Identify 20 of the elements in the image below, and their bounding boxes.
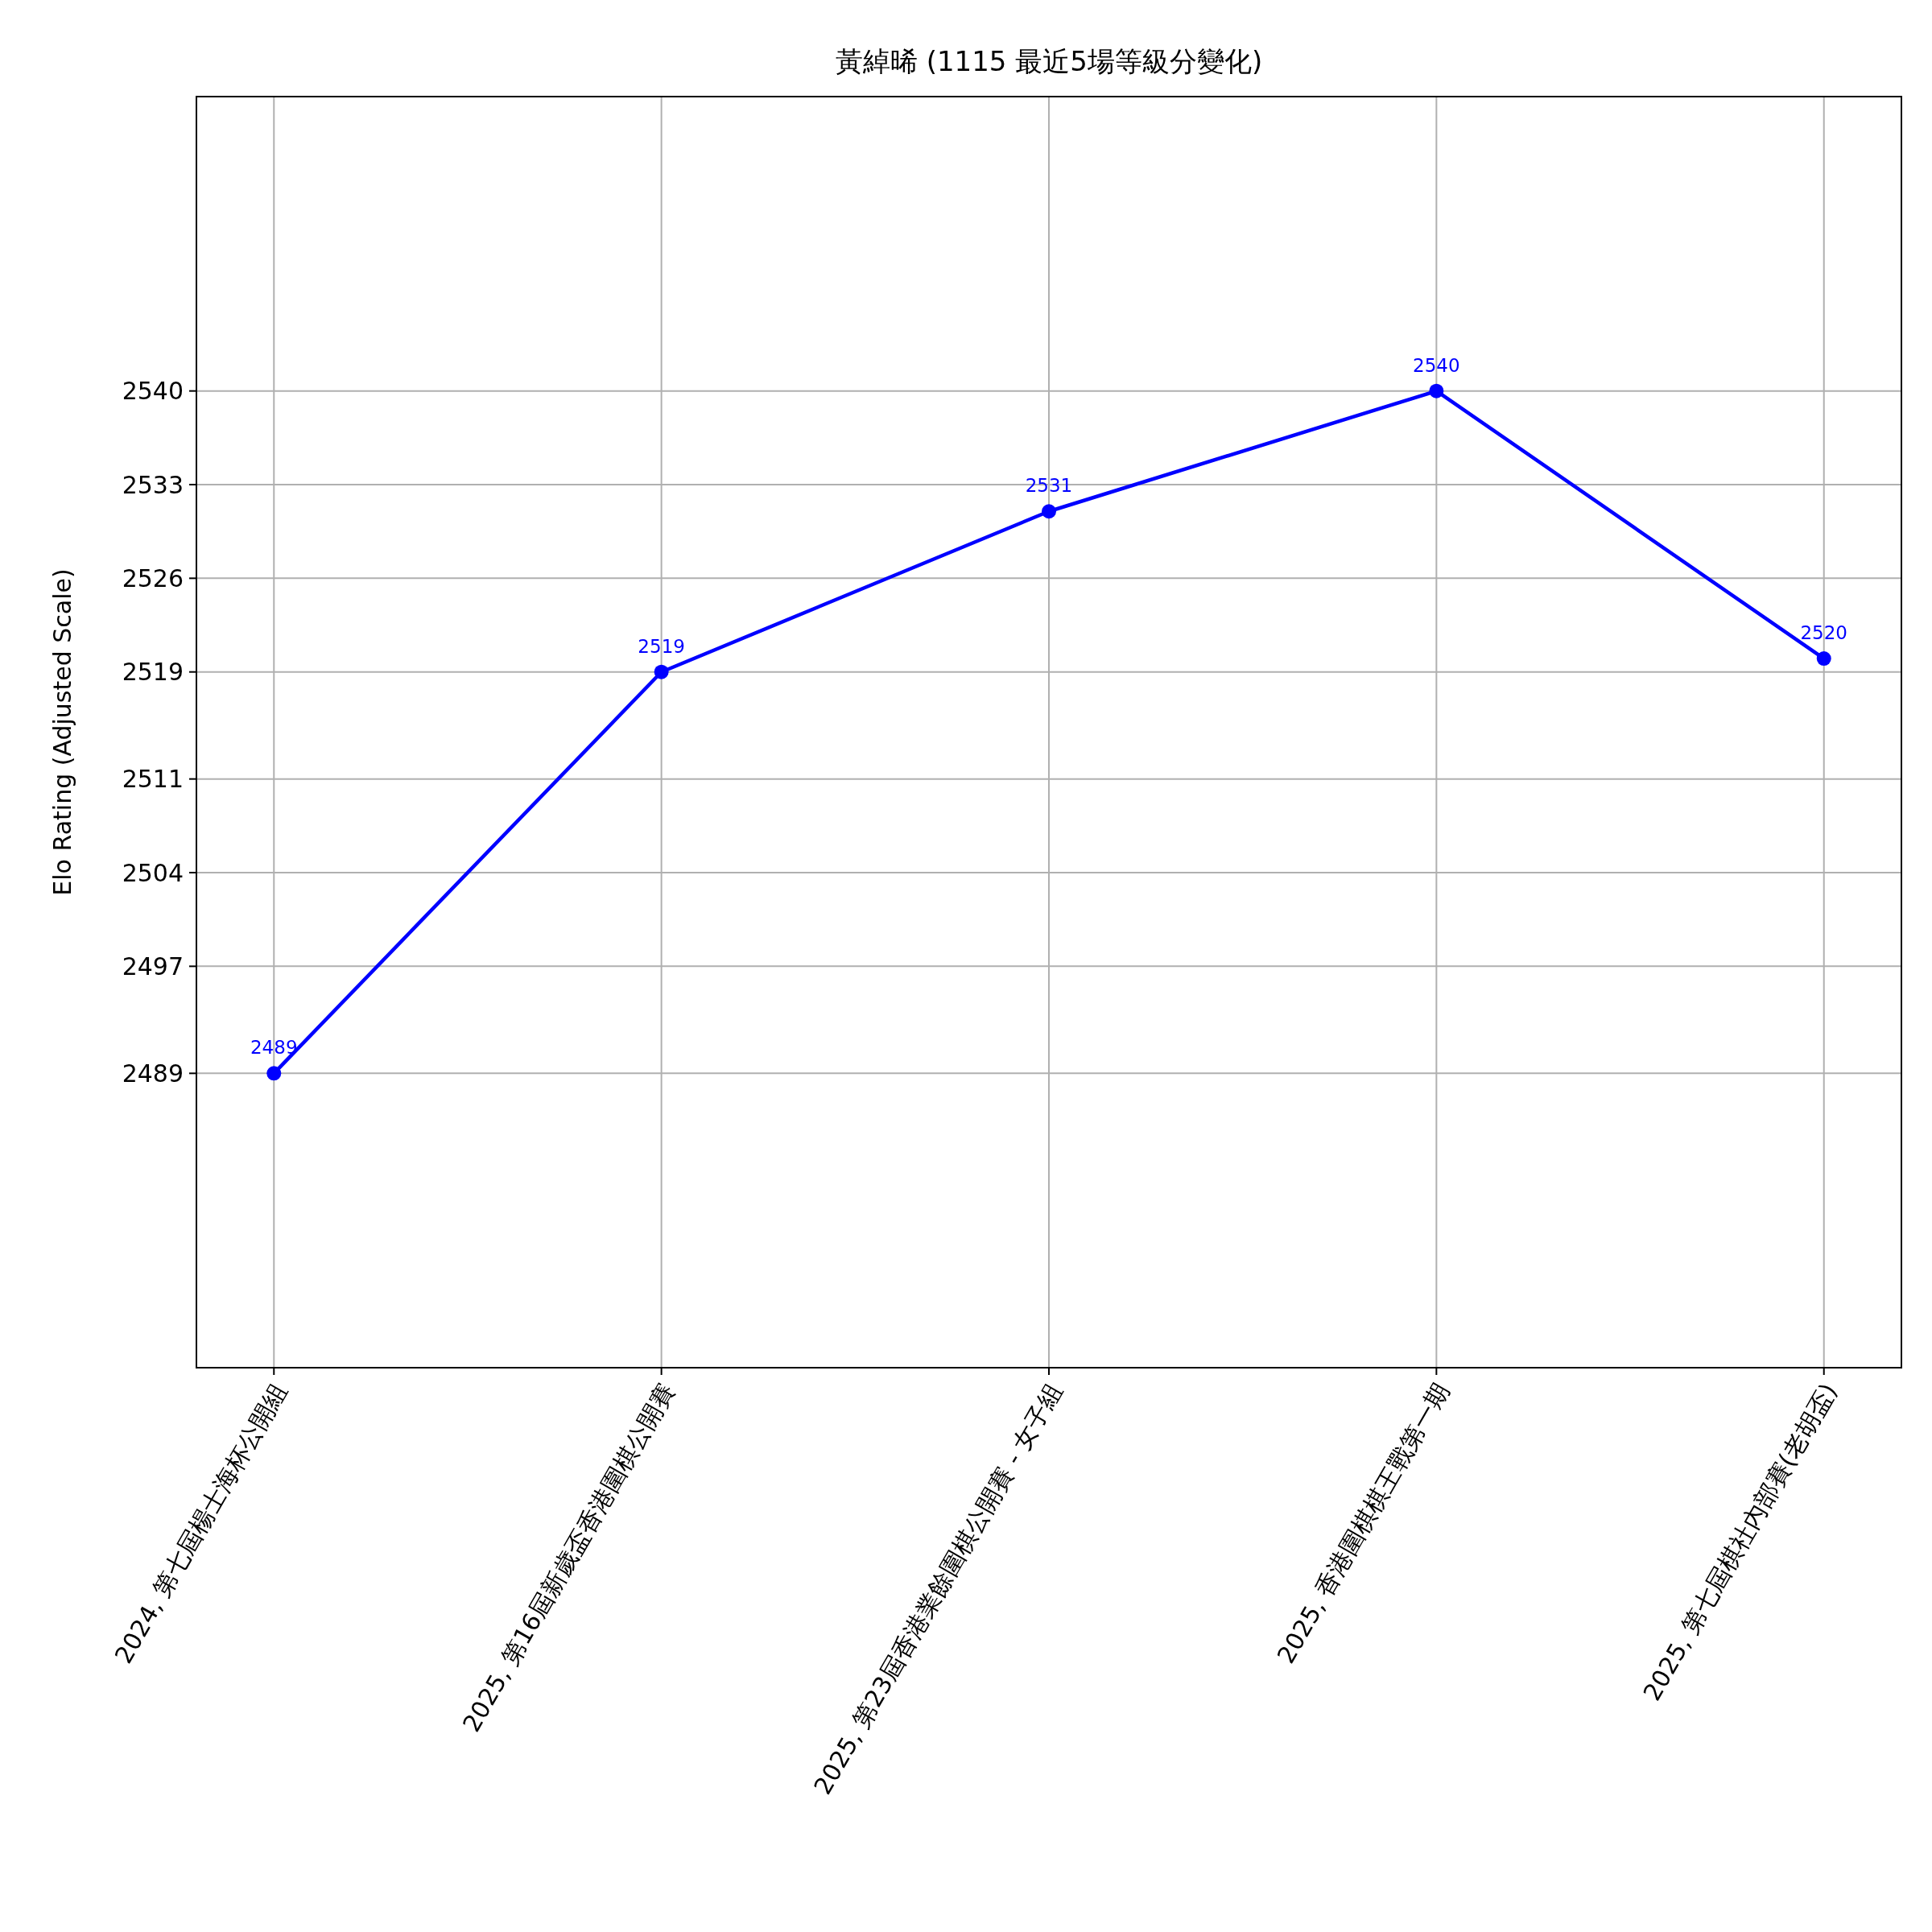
y-tick-label: 2497: [122, 952, 184, 980]
point: [1816, 651, 1831, 667]
y-tick-label: 2519: [122, 658, 184, 687]
data-label: 2540: [1413, 354, 1460, 376]
data-label: 2489: [250, 1037, 298, 1059]
data-label: 2531: [1025, 475, 1073, 497]
y-tick-label: 2540: [122, 377, 184, 406]
chart-title: 黃綽晞 (1115 最近5場等級分變化): [835, 45, 1263, 77]
y-axis-title: Elo Rating (Adjusted Scale): [48, 568, 76, 896]
data-label: 2520: [1800, 622, 1847, 644]
data-label: 2519: [638, 635, 685, 657]
y-tick-label: 2489: [122, 1059, 184, 1088]
point: [266, 1066, 282, 1081]
y-tick-label: 2533: [122, 470, 184, 499]
point: [654, 664, 669, 679]
point: [1042, 504, 1056, 519]
point: [1429, 383, 1444, 398]
y-tick-label: 2511: [122, 765, 184, 794]
y-tick-label: 2526: [122, 564, 184, 592]
y-tick-label: 2504: [122, 858, 184, 887]
